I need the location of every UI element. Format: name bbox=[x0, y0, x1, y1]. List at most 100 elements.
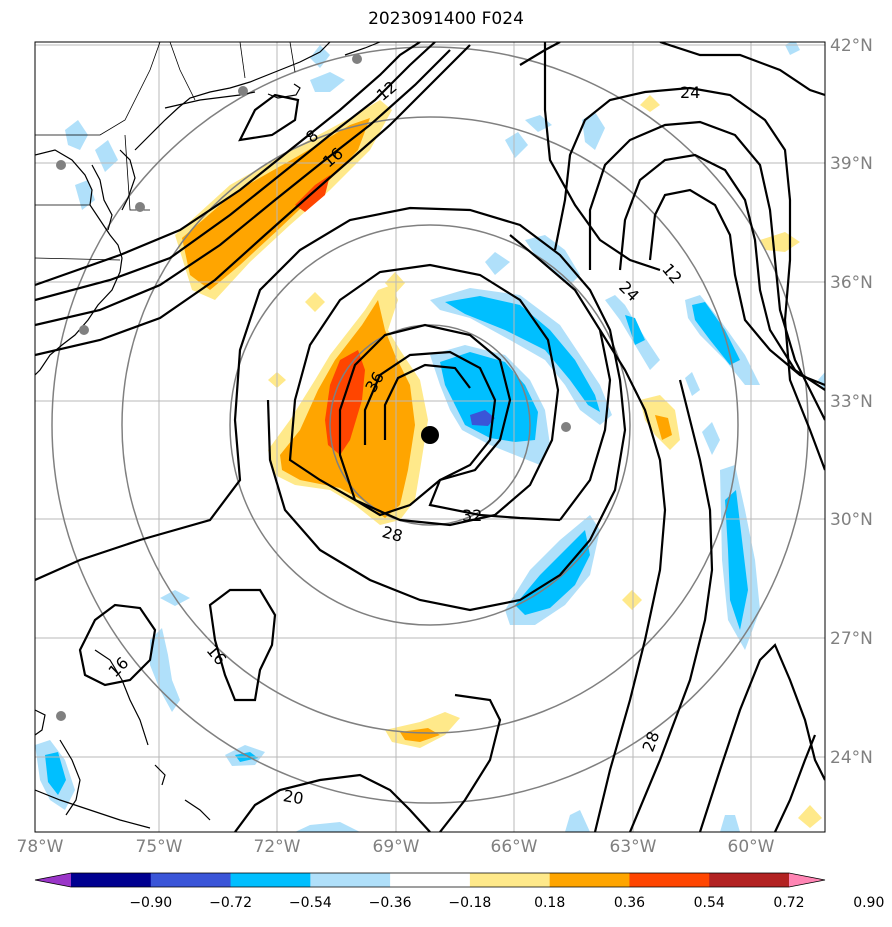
lon-tick: 78°W bbox=[17, 837, 64, 857]
colorbar-tick-label: 0.72 bbox=[773, 895, 804, 911]
colorbar-swatch bbox=[71, 873, 152, 887]
shade-pos-8 bbox=[640, 95, 660, 112]
contour-36 bbox=[383, 363, 471, 440]
contour-nw-2 bbox=[35, 42, 436, 302]
city-marker bbox=[135, 202, 145, 212]
colorbar-tick-label: 0.18 bbox=[534, 895, 565, 911]
colorbar-swatch bbox=[469, 873, 551, 887]
shade-pos-9 bbox=[798, 805, 822, 828]
shade-w-neg1b bbox=[45, 752, 66, 795]
shade-n-neg2 bbox=[310, 72, 345, 92]
contour-ne-ridge bbox=[659, 42, 825, 97]
colorbar-swatch bbox=[709, 873, 790, 887]
clabel-20: 20 bbox=[282, 786, 305, 808]
shade-right1-mid bbox=[725, 490, 748, 630]
colorbar-tick-label: −0.54 bbox=[289, 895, 332, 911]
contour-nw-3 bbox=[35, 49, 451, 327]
lat-tick: 30°N bbox=[830, 510, 873, 530]
city-markers bbox=[56, 54, 571, 721]
city-marker bbox=[56, 711, 66, 721]
coastlines bbox=[35, 42, 381, 829]
shade-pos-7 bbox=[385, 272, 405, 294]
plot-border bbox=[34, 41, 826, 833]
new-england-coast bbox=[134, 42, 331, 151]
shade-pos-4 bbox=[622, 590, 642, 610]
shade-n-neg9 bbox=[485, 252, 510, 275]
lat-tick: 33°N bbox=[830, 392, 873, 412]
island-2 bbox=[184, 799, 211, 821]
long-island bbox=[164, 91, 256, 109]
florida-tip bbox=[35, 709, 46, 736]
lon-tick: 60°W bbox=[728, 837, 775, 857]
lat-tick: 39°N bbox=[830, 154, 873, 174]
shade-n-neg11 bbox=[685, 372, 700, 396]
lat-tick: 24°N bbox=[830, 748, 873, 768]
contour-ne-trough3 bbox=[618, 153, 825, 391]
contour-east-2 bbox=[593, 329, 667, 832]
city-marker bbox=[56, 160, 66, 170]
shade-n-neg6 bbox=[505, 132, 528, 158]
lat-tick: 42°N bbox=[830, 36, 873, 56]
lon-tick: 69°W bbox=[373, 837, 420, 857]
chesapeake bbox=[91, 164, 113, 231]
lon-tick: 75°W bbox=[136, 837, 183, 857]
island-1 bbox=[154, 764, 166, 786]
shade-e-neg2 bbox=[818, 372, 825, 392]
shade-sw-mid bbox=[515, 530, 590, 615]
shade-n-neg8 bbox=[582, 112, 605, 150]
contour-east-1 bbox=[509, 234, 612, 521]
shade-pos-1b bbox=[400, 728, 440, 742]
colorbar-swatch bbox=[150, 873, 232, 887]
nova-scotia-hint bbox=[344, 42, 381, 56]
contour-south-1 bbox=[234, 773, 431, 832]
shade-w-neg2 bbox=[150, 628, 180, 712]
contour-outer bbox=[35, 206, 627, 612]
contour-east-5 bbox=[774, 734, 817, 832]
contour-32 bbox=[363, 350, 561, 522]
contour-w-16a bbox=[78, 603, 157, 687]
shade-ne-neg2b bbox=[625, 315, 645, 345]
shade-pos-5 bbox=[305, 292, 325, 312]
shade-pos-2b bbox=[655, 415, 672, 440]
lon-tick: 63°W bbox=[610, 837, 657, 857]
shade-ne-neg1 bbox=[525, 235, 580, 285]
city-marker bbox=[352, 54, 362, 64]
colorbar-tick-label: −0.90 bbox=[129, 895, 172, 911]
shade-s-neg1 bbox=[295, 822, 360, 832]
contour-nw-small bbox=[238, 93, 300, 142]
bahamas-1 bbox=[94, 649, 149, 746]
shade-n-neg7 bbox=[525, 115, 552, 132]
colorbar-tick-label: −0.18 bbox=[448, 895, 491, 911]
contour-ne-trough1 bbox=[553, 86, 825, 471]
us-east-coast bbox=[35, 149, 123, 376]
contour-east-3 bbox=[628, 379, 714, 832]
graticule bbox=[35, 42, 825, 832]
city-marker bbox=[238, 86, 248, 96]
lon-tick: 72°W bbox=[254, 837, 301, 857]
contour-east-4 bbox=[698, 643, 825, 832]
city-marker bbox=[79, 325, 89, 335]
colorbar: −0.90 −0.72 −0.54 −0.36 −0.18 0.18 0.36 0.54 0.7… bbox=[34, 872, 884, 911]
colorbar-swatch bbox=[230, 873, 311, 887]
colorbar-tick-label: 0.54 bbox=[694, 895, 725, 911]
contour-nw-4 bbox=[35, 44, 471, 357]
map-title: 2023091400 F024 bbox=[368, 9, 524, 29]
colorbar-arrow-high bbox=[789, 873, 825, 887]
bahamas-2 bbox=[59, 739, 81, 816]
lon-tick: 66°W bbox=[491, 837, 538, 857]
lon-tick-labels: 78°W 75°W 72°W 69°W 66°W 63°W 60°W bbox=[17, 837, 775, 857]
clabel-32: 32 bbox=[462, 506, 482, 525]
shade-storm-strong bbox=[325, 350, 365, 455]
contour-south-2 bbox=[439, 693, 502, 832]
height-contours bbox=[35, 42, 825, 832]
colorbar-swatch bbox=[390, 873, 471, 887]
colorbar-arrow-low bbox=[35, 873, 71, 887]
contour-ne-trough2 bbox=[588, 120, 825, 421]
colorbar-outline bbox=[34, 872, 826, 888]
shade-n-neg4 bbox=[95, 140, 118, 172]
city-marker bbox=[561, 422, 571, 432]
colorbar-swatch bbox=[629, 873, 710, 887]
colorbar-swatch bbox=[310, 873, 391, 887]
lat-tick-labels: 42°N 39°N 36°N 33°N 30°N 27°N 24°N bbox=[830, 36, 873, 768]
